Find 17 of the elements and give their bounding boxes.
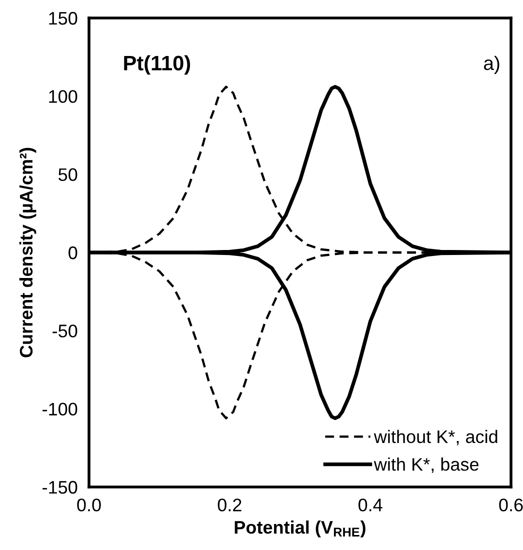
- y-axis-title: Current density (µA/cm²): [19, 148, 36, 358]
- x-tick-label: 0.0: [77, 498, 101, 512]
- legend-label: without K*, acid: [374, 430, 498, 446]
- annotation: a): [484, 56, 500, 74]
- x-tick-label: 0.6: [499, 498, 523, 512]
- y-tick-label: 100: [49, 90, 78, 103]
- y-tick-label: 50: [58, 168, 78, 182]
- y-tick-label: 0: [68, 246, 78, 260]
- annotation: Pt(110): [124, 55, 190, 75]
- x-tick-label: 0.2: [218, 498, 242, 512]
- legend-label: with K*, base: [374, 458, 478, 473]
- y-tick-label: -150: [42, 480, 78, 494]
- y-tick-label: -100: [42, 402, 78, 416]
- x-tick-label: 0.4: [358, 498, 382, 512]
- y-tick-label: 150: [49, 12, 78, 25]
- y-tick-label: -50: [52, 324, 78, 338]
- x-axis-title: Potential (V$_{RHE}$): [234, 520, 366, 538]
